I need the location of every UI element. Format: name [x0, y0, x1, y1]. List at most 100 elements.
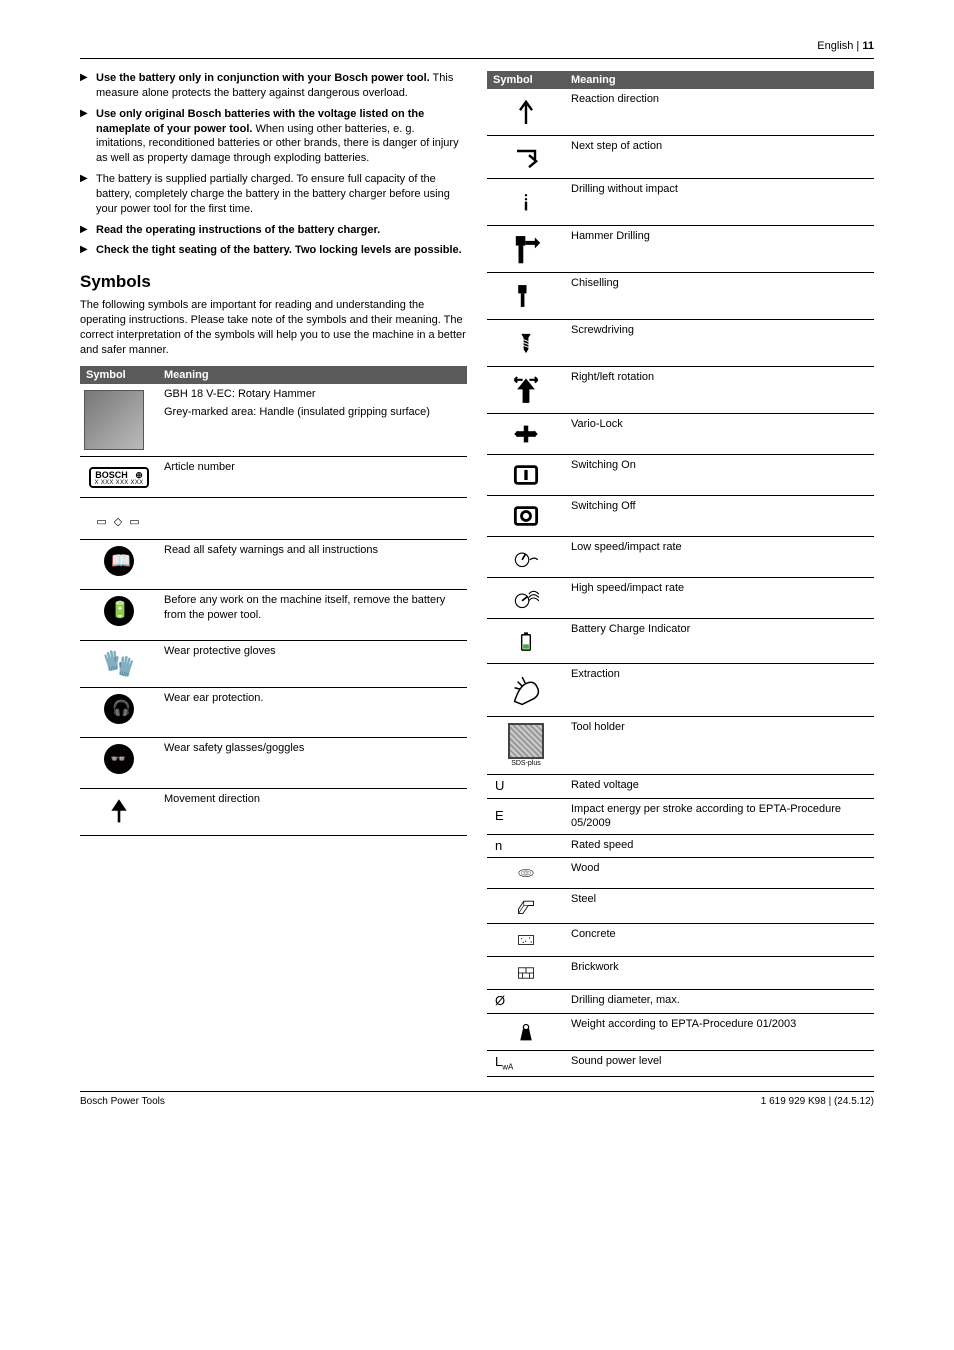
meaning-cell: Brickwork — [565, 957, 874, 990]
table-row: nRated speed — [487, 834, 874, 858]
meaning-cell: Screwdriving — [565, 320, 874, 367]
meaning-cell: Drilling without impact — [565, 179, 874, 226]
table-row: Battery Charge Indicator — [487, 619, 874, 664]
meaning-cell: Wear protective gloves — [158, 641, 467, 688]
symbol-cell: LwA — [487, 1051, 565, 1077]
table-row: High speed/impact rate — [487, 578, 874, 619]
table-row: 📖 Read all safety warnings and all instru… — [80, 539, 467, 590]
symbol-cell — [487, 455, 565, 496]
symbol-cell — [487, 226, 565, 273]
table-row: Movement direction — [80, 789, 467, 836]
symbol-cell — [80, 384, 158, 457]
meaning-cell: Steel — [565, 889, 874, 924]
meaning-cell — [158, 498, 467, 540]
symbol-cell — [487, 619, 565, 664]
drill-icon — [84, 390, 144, 450]
meaning-cell: Tool holder — [565, 717, 874, 775]
table-row: Low speed/impact rate — [487, 537, 874, 578]
symbol-cell: 👓 — [80, 738, 158, 789]
table-row: 🧤 Wear protective gloves — [80, 641, 467, 688]
table-row: ▭ ◇ ▭ — [80, 498, 467, 540]
shapes-icon: ▭ ◇ ▭ — [96, 516, 141, 528]
meaning-cell: Wear safety glasses/goggles — [158, 738, 467, 789]
meaning-cell: Battery Charge Indicator — [565, 619, 874, 664]
th-symbol: Symbol — [80, 366, 158, 384]
meaning-cell: Switching Off — [565, 496, 874, 537]
symbol-cell: Ø — [487, 990, 565, 1014]
symbols-intro: The following symbols are important for … — [80, 298, 467, 357]
symbols-heading: Symbols — [80, 272, 467, 292]
meaning-cell: Rated speed — [565, 834, 874, 858]
ear-icon: 🎧 — [104, 694, 134, 724]
symbol-cell: SDS-plus — [487, 717, 565, 775]
table-row: Hammer Drilling — [487, 226, 874, 273]
bosch-icon: BOSCH ⊕X XXX XXX XXX — [89, 467, 150, 488]
meaning-cell: Concrete — [565, 924, 874, 957]
meaning-cell: Read all safety warnings and all instruc… — [158, 539, 467, 590]
meaning-cell: Reaction direction — [565, 89, 874, 136]
bullet-item: ▶Check the tight seating of the battery.… — [80, 243, 467, 258]
table-row: GBH 18 V-EC: Rotary HammerGrey-marked ar… — [80, 384, 467, 457]
symbol-cell: U — [487, 775, 565, 799]
bullet-text: Use only original Bosch batteries with t… — [96, 107, 467, 166]
th-symbol-r: Symbol — [487, 71, 565, 89]
bullet-item: ▶ Read the operating instructions of the … — [80, 223, 467, 238]
symbol-cell — [487, 414, 565, 455]
symbol-cell — [487, 858, 565, 889]
right-column: Symbol Meaning Reaction directionNext st… — [487, 71, 874, 1077]
meaning-cell: Impact energy per stroke according to EP… — [565, 798, 874, 834]
symbol-cell — [487, 320, 565, 367]
table-row: Next step of action — [487, 136, 874, 179]
bullet-marker: ▶ — [80, 223, 92, 238]
table-row: Brickwork — [487, 957, 874, 990]
meaning-cell: Wood — [565, 858, 874, 889]
bullet-marker: ▶ — [80, 172, 92, 217]
toolholder-icon — [508, 723, 544, 759]
page-footer: Bosch Power Tools 1 619 929 K98 | (24.5.… — [80, 1091, 874, 1107]
bullet-text: Read the operating instructions of the b… — [96, 223, 380, 238]
table-row: ØDrilling diameter, max. — [487, 990, 874, 1014]
meaning-cell: Hammer Drilling — [565, 226, 874, 273]
symbol-cell: E — [487, 798, 565, 834]
gloves-icon: 🧤 — [103, 648, 135, 678]
table-row: Reaction direction — [487, 89, 874, 136]
symbol-cell: 🧤 — [80, 641, 158, 688]
bullet-text: Use the battery only in conjunction with… — [96, 71, 467, 101]
bullet-item: ▶Use the battery only in conjunction wit… — [80, 71, 467, 101]
symbol-cell — [80, 789, 158, 836]
table-row: Chiselling — [487, 273, 874, 320]
table-row: Extraction — [487, 664, 874, 717]
symbol-cell — [487, 179, 565, 226]
footer-left: Bosch Power Tools — [80, 1096, 165, 1107]
symbols-table-left: Symbol Meaning GBH 18 V-EC: Rotary Hamme… — [80, 366, 467, 836]
bullet-item: ▶The battery is supplied partially charg… — [80, 172, 467, 217]
header-page: 11 — [862, 40, 874, 52]
th-meaning-r: Meaning — [565, 71, 874, 89]
meaning-cell: Drilling diameter, max. — [565, 990, 874, 1014]
symbol-cell — [487, 367, 565, 414]
symbol-cell: n — [487, 834, 565, 858]
table-row: LwASound power level — [487, 1051, 874, 1077]
bullet-marker: ▶ — [80, 243, 92, 258]
meaning-cell: Wear ear protection. — [158, 687, 467, 738]
symbol-cell: ▭ ◇ ▭ — [80, 498, 158, 540]
table-row: 🔋Before any work on the machine itself, … — [80, 590, 467, 641]
symbol-cell — [487, 273, 565, 320]
bullet-marker: ▶ — [80, 71, 92, 101]
meaning-cell: Right/left rotation — [565, 367, 874, 414]
meaning-cell: Switching On — [565, 455, 874, 496]
footer-right: 1 619 929 K98 | (24.5.12) — [761, 1096, 874, 1107]
table-row: Drilling without impact — [487, 179, 874, 226]
symbol-cell — [487, 664, 565, 717]
bullet-text: The battery is supplied partially charge… — [96, 172, 467, 217]
symbols-table-right: Symbol Meaning Reaction directionNext st… — [487, 71, 874, 1077]
meaning-cell: GBH 18 V-EC: Rotary HammerGrey-marked ar… — [158, 384, 467, 457]
meaning-cell: Low speed/impact rate — [565, 537, 874, 578]
page-header: English | 11 — [80, 40, 874, 52]
meaning-cell: High speed/impact rate — [565, 578, 874, 619]
symbol-cell — [487, 924, 565, 957]
symbol-cell — [487, 537, 565, 578]
meaning-cell: Sound power level — [565, 1051, 874, 1077]
read-icon: 📖 — [104, 546, 134, 576]
meaning-cell: Vario-Lock — [565, 414, 874, 455]
